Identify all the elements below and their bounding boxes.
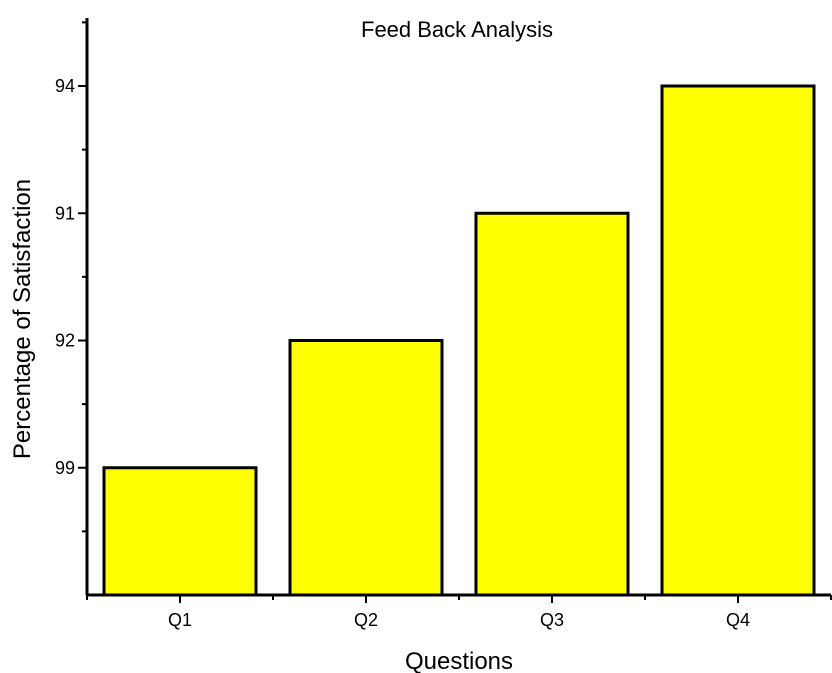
y-tick-label: 99 [55,458,75,478]
bar-q3 [474,211,630,597]
y-ticks-group: 99 92 91 94 [55,21,87,533]
chart-title: Feed Back Analysis [361,17,553,42]
bar-q2 [288,339,444,597]
bars-group [102,84,816,597]
y-tick-label: 92 [55,331,75,351]
bar-q4 [660,84,816,597]
x-tick-label: Q4 [726,610,750,630]
x-ticks-group: Q1 Q2 Q3 Q4 [86,595,832,630]
y-axis-label: Percentage of Satisfaction [9,179,36,459]
x-tick-label: Q3 [540,610,564,630]
x-tick-label: Q1 [168,610,192,630]
y-tick-label: 94 [55,76,75,96]
x-tick-label: Q2 [354,610,378,630]
bar-q1 [102,466,258,597]
y-tick-label: 91 [55,203,75,223]
x-axis-label: Questions [405,648,513,673]
